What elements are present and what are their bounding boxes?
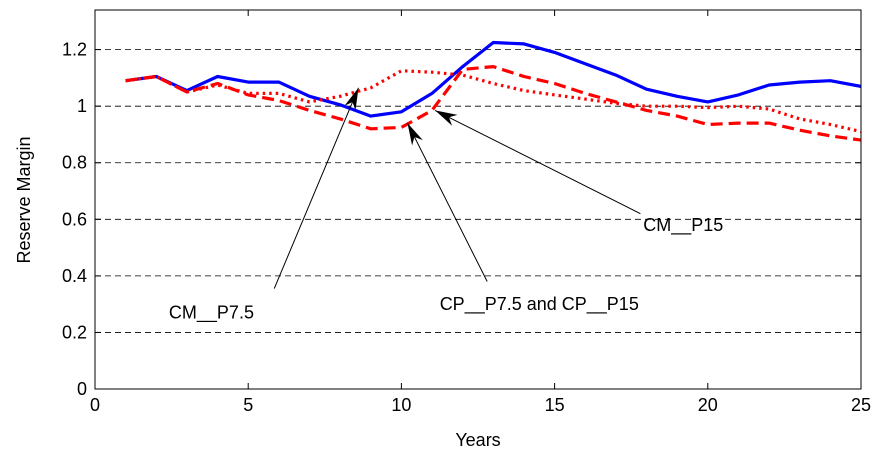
annotation-label: CP__P7.5 and CP__P15 [440, 294, 639, 315]
x-tick-label: 25 [851, 395, 871, 415]
x-tick-label: 15 [545, 395, 565, 415]
annotation-arrowhead [435, 110, 458, 126]
annotation-label: CM__P7.5 [169, 303, 254, 324]
grid-lines [95, 49, 861, 333]
annotation-arrow-line [434, 109, 641, 215]
annotation-arrow-line [273, 87, 359, 289]
annotation: CP__P7.5 and CP__P15 [407, 122, 639, 315]
annotation-arrowhead [344, 87, 359, 111]
annotation-arrowhead [407, 123, 423, 146]
annotation: CM__P7.5 [169, 87, 359, 324]
x-axis-label: Years [455, 430, 500, 450]
series-line-dashed [125, 65, 861, 142]
y-tick-label: 0.2 [62, 322, 87, 342]
annotation: CM__P15 [434, 109, 723, 236]
plot-frame [94, 9, 862, 390]
annotation-arrow-line [407, 122, 488, 282]
x-tick-label: 20 [698, 395, 718, 415]
y-tick-label: 0.4 [62, 266, 87, 286]
y-tick-label: 1 [77, 96, 87, 116]
series-line-solid [125, 40, 861, 118]
annotations: CM__P7.5 CP__P7.5 and CP__P15 CM__P15 [169, 87, 723, 324]
axis-ticks: 0 0.2 0.4 0.6 0.8 1 1.2 0 5 10 15 20 25 [62, 10, 871, 415]
y-tick-label: 0 [77, 379, 87, 399]
y-tick-label: 0.8 [62, 153, 87, 173]
y-tick-label: 1.2 [62, 40, 87, 60]
annotation-label: CM__P15 [643, 215, 723, 236]
x-tick-label: 5 [243, 395, 253, 415]
y-axis-label: Reserve Margin [14, 136, 34, 263]
x-tick-label: 0 [90, 395, 100, 415]
plot-area [95, 10, 861, 389]
y-tick-label: 0.6 [62, 209, 87, 229]
x-tick-label: 10 [391, 395, 411, 415]
series-group [125, 40, 861, 142]
